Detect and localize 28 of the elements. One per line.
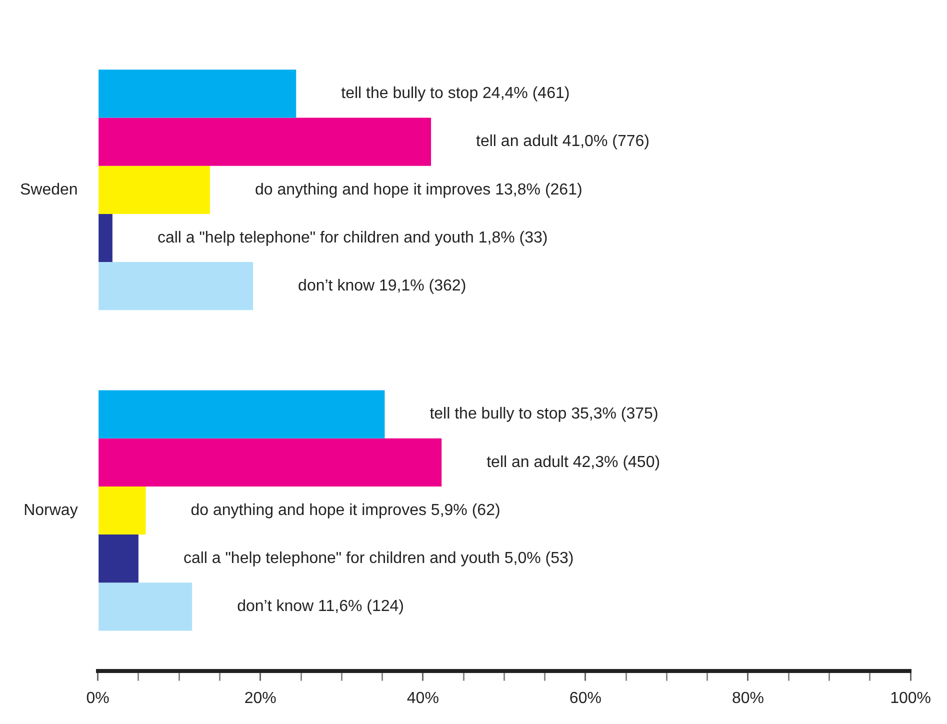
bar (98, 262, 254, 310)
bar (98, 486, 146, 535)
text: do anything and hope it improves 13,8% (261) (254, 181, 582, 198)
bar (98, 534, 138, 583)
text: tell an adult 41,0% (776) (476, 133, 650, 150)
bar (98, 438, 442, 486)
text: do anything and hope it improves 5,9% (62) (190, 502, 500, 519)
bar (98, 582, 192, 631)
bar (98, 118, 432, 166)
text: call a "help telephone" for children and youth 5,0% (53) (183, 550, 574, 567)
x-tick-label: 40% (406, 690, 439, 707)
x-tick-label: 20% (244, 690, 276, 707)
text: tell an adult 42,3% (450) (486, 454, 660, 471)
x-tick-label: 80% (732, 690, 764, 707)
bar (98, 390, 385, 438)
y-tick-label: Sweden (20, 181, 78, 198)
bar (98, 70, 296, 118)
text: don’t know 11,6% (124) (237, 598, 404, 616)
text: tell the bully to stop 24,4% (461) (341, 85, 570, 102)
text: don’t know 19,1% (362) (298, 277, 466, 294)
bar (98, 214, 112, 262)
x-tick-label: 0% (86, 690, 110, 707)
x-tick-label: 60% (569, 690, 602, 707)
x-tick-label: 100% (890, 690, 931, 707)
y-tick-label: Norway (24, 502, 78, 519)
bar (98, 166, 210, 214)
text: call a "help telephone" for children and youth 1,8% (33) (157, 229, 548, 246)
text: tell the bully to stop 35,3% (375) (430, 406, 658, 423)
